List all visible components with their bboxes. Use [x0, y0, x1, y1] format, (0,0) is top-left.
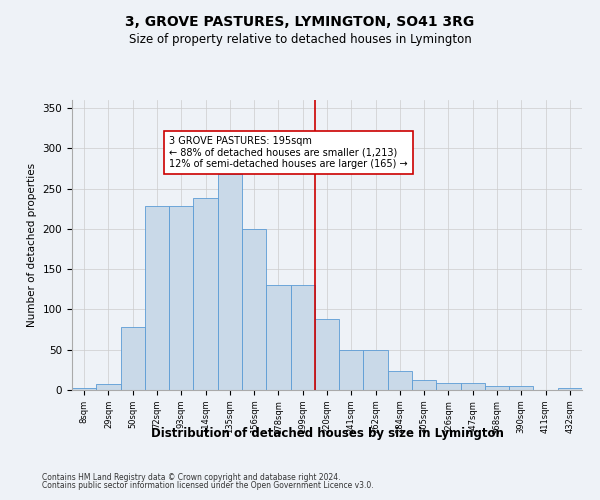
Bar — [266, 286, 290, 390]
Bar — [218, 174, 242, 390]
Bar — [169, 206, 193, 390]
Bar — [412, 380, 436, 390]
Bar — [193, 198, 218, 390]
Text: Contains public sector information licensed under the Open Government Licence v3: Contains public sector information licen… — [42, 481, 374, 490]
Bar — [96, 384, 121, 390]
Bar — [242, 229, 266, 390]
Bar — [485, 386, 509, 390]
Text: Distribution of detached houses by size in Lymington: Distribution of detached houses by size … — [151, 428, 503, 440]
Text: Contains HM Land Registry data © Crown copyright and database right 2024.: Contains HM Land Registry data © Crown c… — [42, 472, 341, 482]
Bar — [461, 383, 485, 390]
Text: 3, GROVE PASTURES, LYMINGTON, SO41 3RG: 3, GROVE PASTURES, LYMINGTON, SO41 3RG — [125, 15, 475, 29]
Bar — [339, 350, 364, 390]
Bar — [436, 383, 461, 390]
Bar — [364, 350, 388, 390]
Bar — [121, 327, 145, 390]
Bar — [315, 319, 339, 390]
Bar — [290, 286, 315, 390]
Y-axis label: Number of detached properties: Number of detached properties — [27, 163, 37, 327]
Text: Size of property relative to detached houses in Lymington: Size of property relative to detached ho… — [128, 32, 472, 46]
Bar — [388, 372, 412, 390]
Bar — [558, 388, 582, 390]
Bar — [145, 206, 169, 390]
Bar — [72, 388, 96, 390]
Text: 3 GROVE PASTURES: 195sqm
← 88% of detached houses are smaller (1,213)
12% of sem: 3 GROVE PASTURES: 195sqm ← 88% of detach… — [169, 136, 408, 170]
Bar — [509, 386, 533, 390]
